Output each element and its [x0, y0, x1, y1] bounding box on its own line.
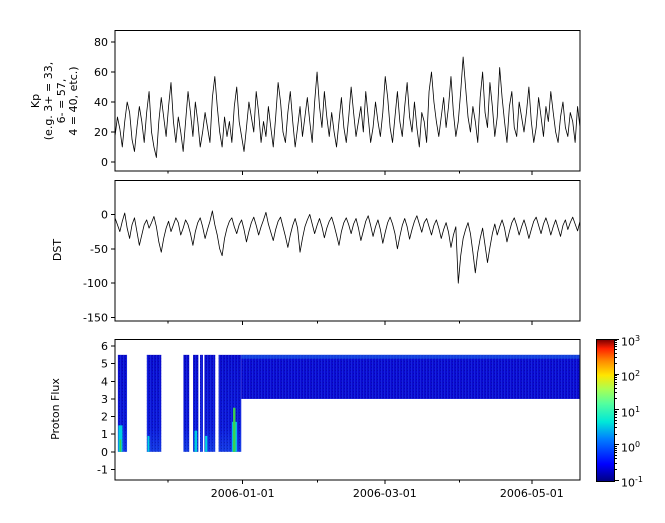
dst-panel: 0 -50 -100 -150	[83, 180, 581, 325]
colorbar-tick-exponent: 0	[635, 439, 641, 449]
colorbar-tick	[615, 373, 619, 375]
kp-panel: 0 20 40 60 80	[94, 30, 581, 175]
y-tick-label: 6	[101, 340, 108, 353]
colorbar-minor-tick	[615, 468, 617, 470]
panel-border	[114, 180, 581, 322]
colorbar-tick-exponent: 2	[635, 369, 641, 379]
colorbar-minor-tick	[615, 462, 617, 464]
colorbar-tick	[615, 479, 619, 481]
colorbar-minor-tick	[615, 416, 617, 418]
flux-streak	[118, 425, 123, 452]
flux-band-texture	[183, 354, 190, 452]
flux-band-topline	[241, 354, 580, 359]
colorbar-minor-tick	[615, 458, 617, 460]
colorbar-minor-tick	[615, 414, 617, 416]
y-tick-label: -100	[83, 277, 108, 290]
colorbar-minor-tick	[615, 449, 617, 451]
colorbar-tick	[615, 444, 619, 446]
x-tick-label: 2006-03-01	[352, 487, 417, 500]
colorbar-minor-tick	[615, 423, 617, 425]
colorbar-minor-tick	[615, 341, 617, 343]
y-tick-label: 5	[101, 358, 108, 371]
y-tick-label: 1	[101, 428, 108, 441]
y-tick-label: 0	[101, 208, 108, 221]
dst-line	[114, 210, 581, 284]
colorbar-minor-tick	[615, 343, 617, 345]
colorbar-minor-tick	[615, 384, 617, 386]
colorbar-minor-tick	[615, 452, 617, 454]
colorbar-tick-exponent: 3	[635, 334, 641, 343]
flux-streak	[205, 435, 208, 452]
y-tick-label: 20	[94, 126, 108, 139]
colorbar-minor-tick	[615, 454, 617, 456]
flux-streak	[147, 435, 150, 452]
flux-band-texture	[204, 354, 216, 452]
y-tick-label: 60	[94, 66, 108, 79]
colorbar	[596, 339, 615, 482]
y-tick-label: -150	[83, 312, 108, 325]
colorbar-minor-tick	[615, 377, 617, 379]
flux-heatmap-group	[117, 354, 580, 452]
colorbar-minor-tick	[615, 419, 617, 421]
colorbar-minor-tick	[615, 375, 617, 377]
flux-band-texture	[218, 354, 242, 452]
y-tick-label: 2	[101, 411, 108, 424]
panel-border	[114, 30, 581, 172]
colorbar-minor-tick	[615, 346, 617, 348]
y-tick-label: 4	[101, 375, 108, 388]
panel-border	[114, 339, 581, 481]
colorbar-minor-tick	[615, 412, 617, 414]
colorbar-minor-tick	[615, 433, 617, 435]
y-tick-label: 80	[94, 36, 108, 49]
flux-streak	[194, 430, 198, 452]
colorbar-tick-label: 10-1	[621, 475, 643, 490]
colorbar-minor-tick	[615, 392, 617, 394]
colorbar-minor-tick	[615, 398, 617, 400]
y-tick-label: 40	[94, 96, 108, 109]
kp-line	[114, 56, 581, 158]
y-tick-label: 0	[101, 156, 108, 169]
colorbar-minor-tick	[615, 356, 617, 358]
colorbar-tick-label: 100	[621, 439, 641, 455]
colorbar-minor-tick	[615, 340, 617, 342]
colorbar-minor-tick	[615, 387, 617, 389]
colorbar-minor-tick	[615, 349, 617, 351]
colorbar-minor-tick	[615, 447, 617, 449]
y-tick-label: -1	[97, 463, 108, 476]
colorbar-minor-tick	[615, 381, 617, 383]
colorbar-minor-tick	[615, 379, 617, 381]
colorbar-tick	[615, 409, 619, 410]
flux-streak	[119, 439, 122, 452]
flux-band-texture	[193, 354, 199, 452]
colorbar-tick	[615, 338, 619, 340]
colorbar-tick-label: 103	[621, 334, 641, 349]
colorbar-tick-label: 102	[621, 369, 641, 384]
colorbar-tick-label: 101	[621, 404, 641, 420]
colorbar-minor-tick	[615, 427, 617, 429]
flux-band-texture	[117, 354, 128, 452]
colorbar-tick-exponent: 1	[635, 404, 641, 414]
flux-band-texture	[200, 354, 203, 452]
y-tick-label: 0	[101, 446, 108, 459]
colorbar-minor-tick	[615, 352, 617, 354]
colorbar-minor-tick	[615, 363, 617, 365]
y-tick-label: 3	[101, 393, 108, 406]
flux-band-texture	[241, 354, 580, 399]
colorbar-tick-exponent: -1	[635, 475, 643, 484]
flux-streak	[233, 407, 236, 452]
x-tick-label: 2006-01-01	[210, 487, 275, 500]
x-tick-label: 2006-05-01	[499, 487, 564, 500]
flux-band-texture	[146, 354, 162, 452]
y-tick-label: -50	[90, 243, 108, 256]
flux-panel: -1 0 1 2 3 4 5 6	[97, 339, 581, 484]
colorbar-minor-tick	[615, 445, 617, 447]
colorbar-minor-tick	[615, 410, 617, 412]
